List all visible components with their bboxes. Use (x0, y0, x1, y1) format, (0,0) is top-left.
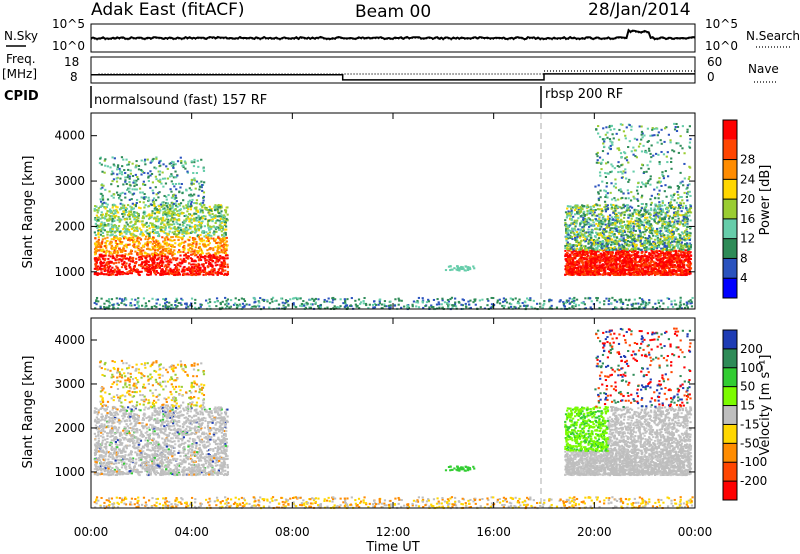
freq-label-2: [MHz] (2, 67, 37, 81)
range-tick-label: 4000 (54, 129, 85, 143)
cpid-mode-2: rbsp 200 RF (545, 87, 623, 102)
noise-tick-low-left: 10^0 (52, 39, 85, 53)
colorbar-swatch (723, 258, 737, 279)
colorbar-tick-label: 28 (740, 153, 755, 167)
range-tick-label: 3000 (54, 174, 85, 188)
colorbar-swatch (723, 238, 737, 259)
velocity-echoes (93, 327, 694, 510)
noise-sky-label: N.Sky (4, 29, 38, 43)
cpid-panel: CPID normalsound (fast) 157 RF rbsp 200 … (4, 86, 623, 108)
colorbar-swatch (723, 120, 737, 140)
colorbar-tick-label: 8 (740, 251, 748, 265)
power-echoes (93, 122, 694, 311)
colorbar-tick-label: 16 (740, 212, 755, 226)
beam-title: Beam 00 (355, 2, 431, 22)
range-tick-label: 3000 (54, 377, 85, 391)
freq-series (91, 73, 695, 81)
velocity-colorbar-label: Velocity [m s⁻¹] (758, 355, 773, 456)
colorbar-swatch (723, 139, 737, 160)
colorbar-swatch (723, 367, 737, 387)
nave-label: Nave (748, 62, 779, 76)
noise-search-label: N.Search (746, 29, 800, 43)
time-tick-label: 20:00 (577, 525, 612, 539)
colorbar-swatch (723, 179, 737, 200)
colorbar-tick-label: 15 (740, 399, 755, 413)
colorbar-swatch (723, 330, 737, 349)
cpid-mode-1: normalsound (fast) 157 RF (94, 93, 267, 108)
colorbar-swatch (723, 481, 737, 500)
colorbar-tick-label: 4 (740, 271, 748, 285)
noise-tick-low-right: 10^0 (705, 39, 738, 53)
power-colorbar: 4 8 12 16 20 24 28 (722, 119, 755, 299)
noise-panel: N.Sky 10^5 10^0 10^5 10^0 N.Search (4, 17, 800, 53)
colorbar-tick-label: 100 (740, 361, 763, 375)
time-tick-label: 04:00 (174, 525, 209, 539)
colorbar-tick-label: -50 (740, 436, 760, 450)
cpid-label: CPID (4, 89, 39, 104)
time-tick-label: 12:00 (376, 525, 411, 539)
nave-series (98, 70, 695, 75)
noise-search-series (90, 30, 696, 41)
time-tick-label: 16:00 (476, 525, 511, 539)
colorbar-tick-label: 50 (740, 380, 755, 394)
station-title: Adak East (fitACF) (91, 0, 245, 20)
freq-tick-low: 8 (70, 70, 78, 84)
range-tick-label: 4000 (54, 333, 85, 347)
range-tick-label: 2000 (54, 219, 85, 233)
colorbar-swatch (723, 348, 737, 368)
colorbar-swatch (723, 424, 737, 444)
noise-tick-high-left: 10^5 (52, 17, 85, 31)
colorbar-swatch (723, 218, 737, 239)
nave-tick-high: 60 (707, 55, 722, 69)
colorbar-tick-label: -200 (740, 474, 767, 488)
colorbar-swatch (723, 462, 737, 482)
colorbar-tick-label: 24 (740, 172, 755, 186)
range-tick-label: 2000 (54, 421, 85, 435)
freq-label-1: Freq. (6, 52, 36, 66)
colorbar-tick-label: -100 (740, 455, 767, 469)
colorbar-swatch (723, 443, 737, 463)
velocity-panel: 1000 2000 3000 4000 Slant Range [km] (21, 317, 696, 510)
colorbar-tick-label: -15 (740, 417, 760, 431)
power-y-label: Slant Range [km] (21, 156, 36, 269)
time-tick-label: 00:00 (74, 525, 109, 539)
colorbar-tick-label: 200 (740, 342, 763, 356)
time-axis: 00:00 04:00 08:00 12:00 16:00 20:00 00:00 (74, 113, 713, 539)
time-tick-label: 00:00 (678, 525, 713, 539)
colorbar-tick-label: 20 (740, 192, 755, 206)
time-tick-label: 08:00 (275, 525, 310, 539)
noise-sky-series (90, 28, 696, 41)
colorbar-swatch (723, 278, 737, 298)
power-colorbar-label: Power [dB] (758, 165, 773, 236)
colorbar-swatch (723, 405, 737, 425)
freq-panel: Freq. [MHz] 18 8 60 0 Nave (2, 52, 779, 84)
velocity-y-label: Slant Range [km] (21, 356, 36, 469)
colorbar-swatch (723, 386, 737, 406)
range-tick-label: 1000 (54, 265, 85, 279)
colorbar-tick-label: 12 (740, 232, 755, 246)
range-tick-label: 1000 (54, 465, 85, 479)
freq-tick-high: 18 (64, 55, 79, 69)
date-title: 28/Jan/2014 (588, 0, 691, 20)
time-axis-label: Time UT (365, 540, 419, 554)
noise-tick-high-right: 10^5 (705, 17, 738, 31)
velocity-colorbar: -200 -100 -50 -15 15 50 100 200 (722, 329, 767, 501)
colorbar-swatch (723, 199, 737, 219)
nave-tick-low: 0 (707, 70, 715, 84)
colorbar-swatch (723, 159, 737, 180)
power-panel: 1000 2000 3000 4000 Slant Range [km] (21, 112, 696, 311)
